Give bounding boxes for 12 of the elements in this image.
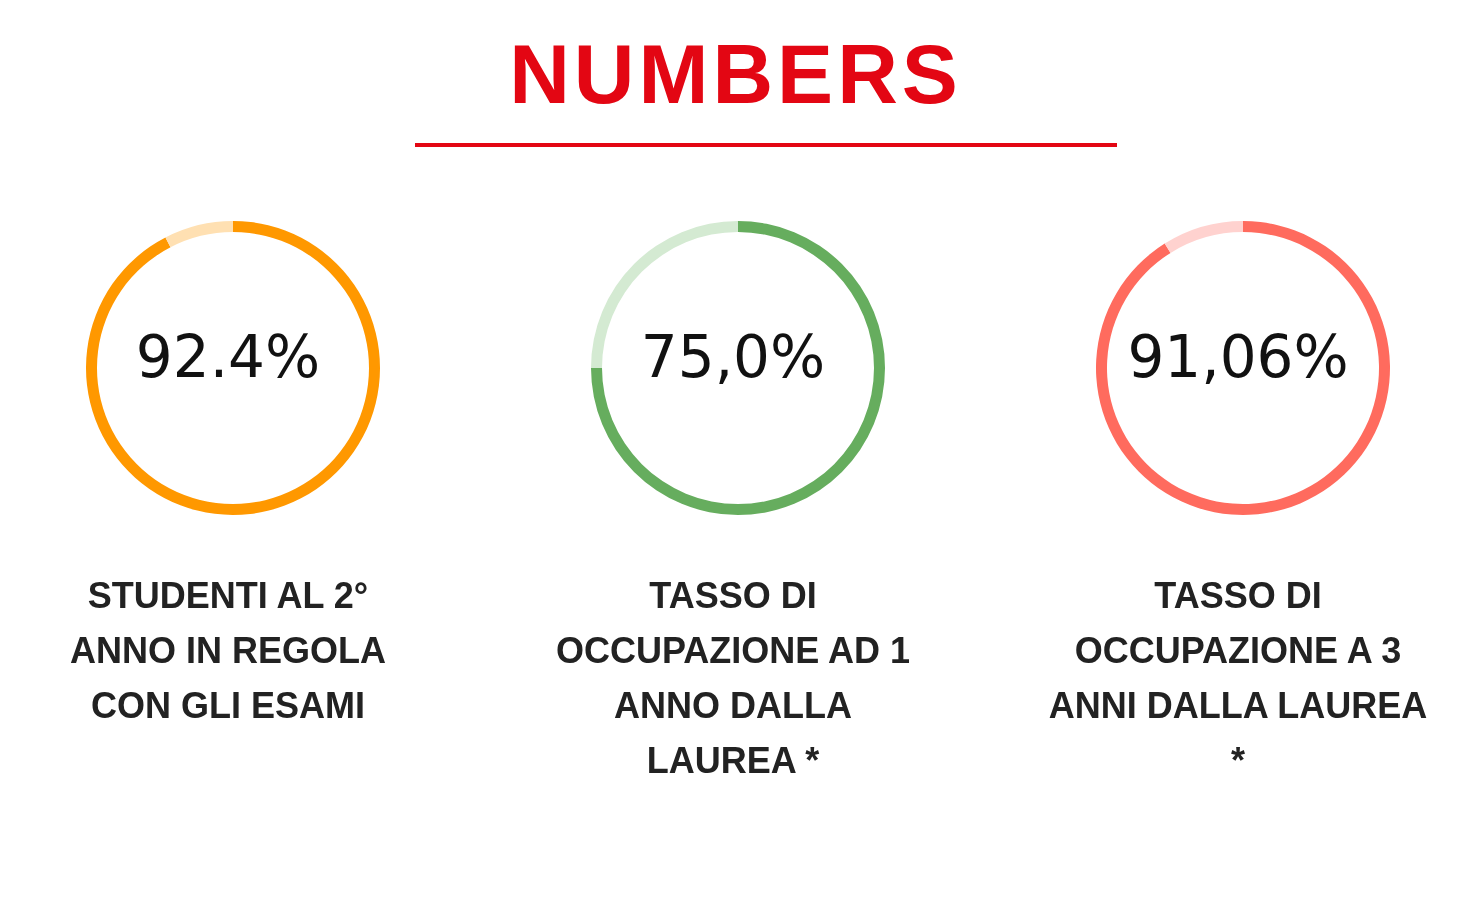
text: 92.4% [134,323,322,391]
text: TASSO DI OCCUPAZIONE AD 1 ANNO DALLA LAUREA * [555,574,911,783]
donut-slice [86,221,380,515]
text: 75,0% [639,323,827,391]
donut-slice [1096,221,1390,515]
text: STUDENTI AL 2° ANNO IN REGOLA CON GLI ESAMI [69,574,387,728]
text: 91,06% [1126,323,1350,391]
text: TASSO DI OCCUPAZIONE A 3 ANNI DALLA LAUREA * [1048,574,1428,783]
donut-slice [591,221,885,515]
donut-slice [1164,221,1243,253]
donut-slice [165,221,233,248]
text: NUMBERS [508,26,963,123]
